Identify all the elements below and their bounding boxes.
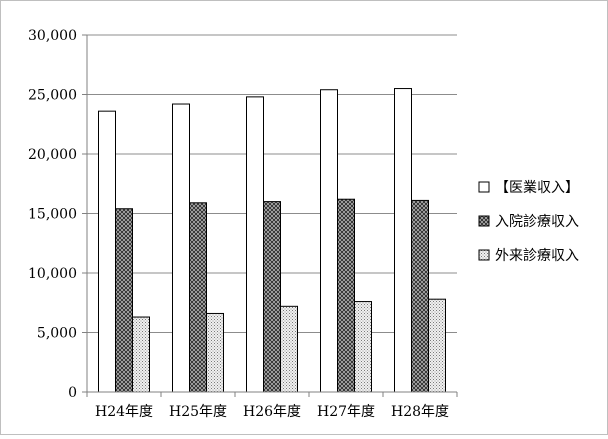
- bar: [172, 103, 190, 393]
- legend-label: 【医業収入】: [495, 180, 579, 196]
- legend-swatch: [478, 249, 490, 261]
- legend-label: 外来診療収入: [495, 247, 579, 264]
- bar: [337, 198, 355, 393]
- bar: [98, 110, 116, 393]
- y-tick-label: 15,000: [28, 207, 77, 223]
- y-axis-tick-labels: 0 5,000 10,000 15,000 20,000 25,000 30,000: [28, 28, 77, 401]
- bar: [132, 316, 150, 393]
- bar: [280, 305, 298, 393]
- bars: [98, 88, 446, 393]
- x-tick-label: H24年度: [95, 404, 153, 420]
- bar: [354, 301, 372, 393]
- legend-swatch: [478, 181, 490, 193]
- axes: [86, 35, 458, 397]
- bar: [263, 201, 281, 393]
- x-axis-tick-labels: H24年度 H25年度 H26年度 H27年度 H28年度: [95, 404, 449, 420]
- bar: [246, 96, 264, 393]
- bar: [189, 202, 207, 393]
- bar: [394, 88, 412, 393]
- x-tick-label: H26年度: [243, 404, 301, 420]
- y-tick-label: 0: [68, 385, 77, 401]
- y-tick-label: 10,000: [28, 266, 77, 282]
- x-tick-label: H28年度: [391, 404, 449, 420]
- y-tick-label: 30,000: [28, 28, 77, 44]
- bar: [320, 89, 338, 393]
- bar: [411, 199, 429, 393]
- x-tick-label: H25年度: [169, 404, 227, 420]
- legend-label: 入院診療収入: [495, 213, 579, 230]
- bar: [115, 208, 133, 393]
- x-tick-label: H27年度: [317, 404, 375, 420]
- legend-swatch: [478, 215, 490, 227]
- bar: [206, 312, 224, 393]
- y-tick-label: 25,000: [28, 88, 77, 104]
- y-tick-label: 5,000: [37, 326, 77, 342]
- bar: [428, 298, 446, 393]
- y-tick-label: 20,000: [28, 147, 77, 163]
